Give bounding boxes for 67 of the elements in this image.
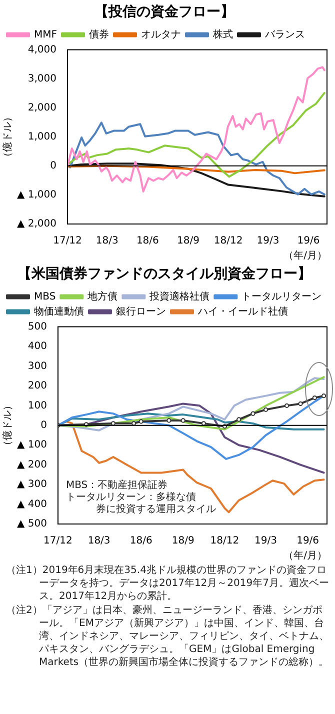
point (236, 417, 242, 422)
point (263, 407, 268, 412)
y-tick-label: ▲ 500 (16, 518, 47, 530)
x-tick-label: 19/6 (297, 236, 320, 247)
y-tick-label: ▲ 2,000 (16, 218, 56, 230)
point (138, 419, 144, 424)
legend-label: オルタナ (141, 29, 182, 40)
y-tick-label: ▲ 1,000 (16, 190, 56, 201)
point (110, 421, 116, 426)
y-tick-label: 300 (28, 360, 47, 372)
y-tick-label: ▲ 300 (16, 479, 47, 490)
point (201, 421, 206, 426)
legend-label: 債券 (89, 28, 110, 40)
y-tick-label: 4,000 (28, 44, 56, 56)
text: （注2）「アジア」は日本、豪州、ニュージーランド、香港、シンガポール。「EMアジア（新興アジア）」は中国、インド、韓国、台湾、インドネシア、マレーシア、フィリピン、タイ、ベトナム、パキスタン、バングラデシュ。「GEM」はGlobal Emerging Markets（世界の新興国市場全体に投資するファンドの総称）。 (6, 604, 329, 670)
y-tick-label: ▲ 400 (16, 498, 47, 510)
legend-label: ハイ・イールド社債 (197, 305, 288, 318)
x-tick-label: 18/3 (88, 536, 110, 547)
x-tick-label: 18/6 (136, 236, 159, 247)
y-tick-label: 400 (28, 341, 47, 352)
annotation: トータルリターン：多様な債券に投資する運用スタイル (66, 491, 216, 516)
legend-label: 投資適格社債 (148, 290, 210, 302)
x-tick-label: 19/3 (256, 236, 280, 247)
x-axis-title: （年/月） (284, 550, 327, 562)
y-tick-label: 100 (28, 400, 47, 412)
y-tick-label: ▲ 100 (16, 440, 47, 451)
x-tick-label: 18/3 (96, 236, 118, 247)
x-tick-label: 18/12 (214, 236, 243, 247)
point (284, 403, 290, 408)
y-tick-label: ▲ 200 (16, 459, 47, 470)
legend-label: 株式 (212, 28, 234, 40)
point (312, 395, 317, 400)
y-tick-label: 200 (28, 380, 47, 392)
x-tick-label: 18/9 (172, 536, 194, 547)
point (131, 421, 136, 426)
annotation: MBS：不動産担保証券 (66, 479, 168, 492)
chart-title: 【投信の資金フロー】 (94, 4, 234, 20)
legend-label: 地方債 (86, 290, 118, 302)
legend-label: MBS (34, 291, 56, 302)
y-tick-label: 0 (50, 160, 56, 172)
y-tick-label: 3,000 (28, 73, 56, 84)
y-tick-label: 2,000 (28, 102, 56, 114)
legend-label: 物価連動債 (34, 305, 84, 318)
legend-label: 銀行ローン (116, 306, 166, 318)
legend-label: MMF (34, 29, 58, 40)
point (180, 418, 186, 423)
x-tick-label: 18/6 (130, 536, 152, 547)
x-axis-title: （年/月） (284, 250, 327, 262)
point (166, 418, 172, 423)
x-tick-label: 17/12 (44, 536, 72, 547)
x-tick-label: 19/3 (254, 536, 278, 547)
point (250, 411, 256, 416)
y-axis-title: （億ドル） (2, 400, 14, 450)
legend-label: バランス (264, 29, 306, 40)
x-tick-label: 17/12 (53, 236, 82, 247)
legend-label: トータルリターン (242, 291, 322, 302)
x-tick-label: 18/9 (176, 236, 200, 247)
chart-title: 【米国債券ファンドのスタイル別資金フロー】 (18, 266, 312, 282)
point (322, 394, 326, 398)
x-tick-label: 19/6 (296, 536, 320, 547)
y-tick-label: 0 (40, 420, 47, 431)
x-tick-label: 18/12 (210, 536, 240, 547)
point (298, 401, 303, 406)
y-axis-title: （億ドル） (2, 112, 14, 162)
text: （注1）2019年6月末現在35.4兆ドル規模の世界のファンドの資金フローデータを持つ。データは2017年12月～2019年7月。週次ベース。2017年12月からの累計。 (6, 564, 329, 604)
y-tick-label: 500 (28, 321, 47, 332)
y-tick-label: 1,000 (28, 131, 56, 142)
